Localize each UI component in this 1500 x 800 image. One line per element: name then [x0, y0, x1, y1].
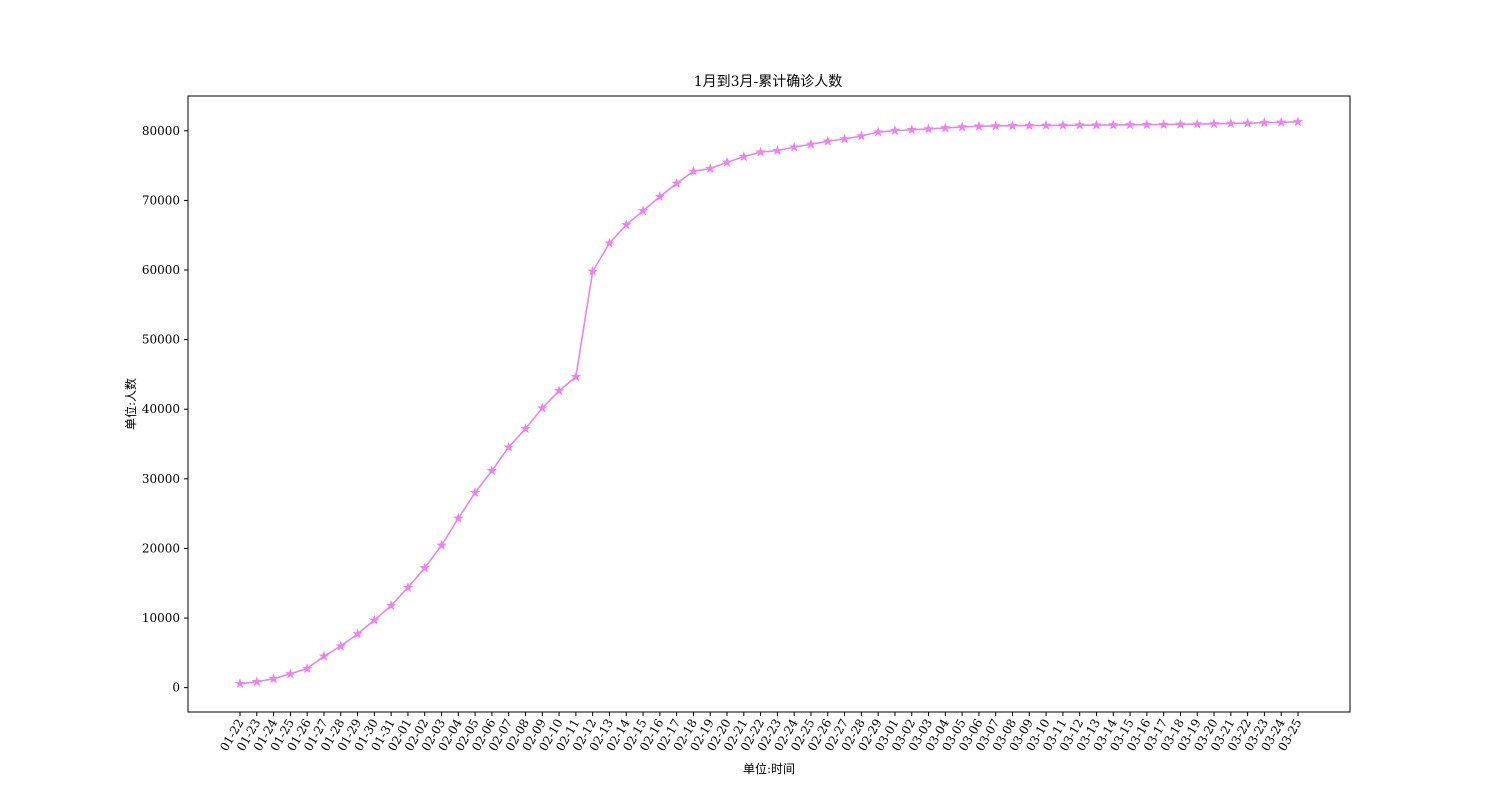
data-point: [318, 650, 330, 661]
data-point: [469, 487, 481, 498]
data-point: [822, 135, 833, 146]
data-point: [285, 668, 296, 679]
data-point: [1074, 119, 1085, 130]
y-tick-label: 40000: [142, 402, 180, 416]
data-point: [604, 237, 615, 248]
chart-title: 1月到3月-累计确诊人数: [694, 74, 843, 90]
y-axis-label: 单位:人数: [123, 378, 138, 430]
data-point: [990, 120, 1001, 131]
data-point: [1175, 118, 1186, 129]
data-point: [738, 151, 750, 162]
data-point: [352, 628, 363, 639]
data-point: [402, 582, 414, 592]
data-point: [453, 512, 464, 523]
data-point: [385, 600, 397, 610]
data-point: [1242, 117, 1253, 128]
data-point: [654, 191, 666, 202]
data-point: [1141, 119, 1153, 130]
y-axis: 0 10000 20000 30000 40000 50000 60000 70000 8000…: [142, 124, 188, 695]
x-axis: 01-2201-2301-2401-2501-2601-2701-2801-29…: [217, 712, 1305, 753]
data-point: [721, 156, 733, 167]
data-point: [1192, 118, 1203, 129]
data-point: [486, 465, 498, 476]
data-point: [705, 163, 716, 173]
data-point: [1259, 117, 1270, 128]
x-axis-label: 单位:时间: [743, 761, 795, 776]
data-point: [520, 423, 531, 434]
data-point: [553, 385, 565, 396]
data-point: [671, 177, 682, 188]
data-point: [1292, 116, 1304, 127]
data-point: [419, 562, 430, 573]
data-point: [755, 146, 766, 157]
data-point: [788, 141, 800, 152]
data-point: [923, 123, 934, 134]
data-point: [621, 219, 632, 230]
data-point: [637, 205, 649, 216]
data-point: [1225, 117, 1237, 128]
data-point: [570, 371, 582, 382]
data-point: [1158, 119, 1169, 130]
data-point: [940, 122, 951, 133]
data-point: [856, 130, 867, 141]
data-point: [1208, 118, 1220, 129]
data-point: [973, 120, 985, 131]
data-point: [587, 265, 598, 276]
y-tick-label: 20000: [142, 541, 180, 555]
y-tick-label: 80000: [142, 124, 180, 138]
data-point: [1024, 120, 1035, 130]
data-point: [906, 124, 917, 135]
data-point: [1275, 116, 1287, 127]
data-point: [436, 539, 447, 550]
data-point: [1057, 119, 1069, 130]
data-point: [688, 165, 699, 176]
y-tick-label: 30000: [142, 472, 180, 486]
data-point: [251, 676, 263, 687]
data-point: [1007, 120, 1018, 131]
series-line-group: [234, 116, 1304, 689]
data-point: [772, 145, 783, 156]
y-tick-label: 50000: [142, 333, 180, 347]
data-point: [1124, 119, 1136, 130]
data-point: [1091, 119, 1102, 130]
data-point: [889, 125, 901, 136]
y-tick-label: 60000: [142, 263, 180, 277]
y-tick-label: 10000: [142, 611, 180, 625]
data-point: [335, 640, 346, 651]
y-tick-label: 0: [172, 681, 180, 695]
series-line: [239, 121, 1299, 685]
data-point: [1040, 119, 1052, 130]
data-point: [839, 133, 850, 144]
data-point: [805, 138, 817, 149]
data-point: [369, 614, 380, 625]
data-point: [872, 126, 884, 137]
data-point: [268, 673, 279, 684]
plot-frame: [187, 95, 1351, 713]
data-point: [537, 402, 548, 413]
data-point: [1108, 119, 1119, 130]
data-point: [301, 663, 313, 673]
data-point: [234, 678, 246, 689]
data-point: [503, 441, 514, 452]
y-tick-label: 70000: [142, 193, 180, 207]
data-point: [956, 121, 968, 132]
